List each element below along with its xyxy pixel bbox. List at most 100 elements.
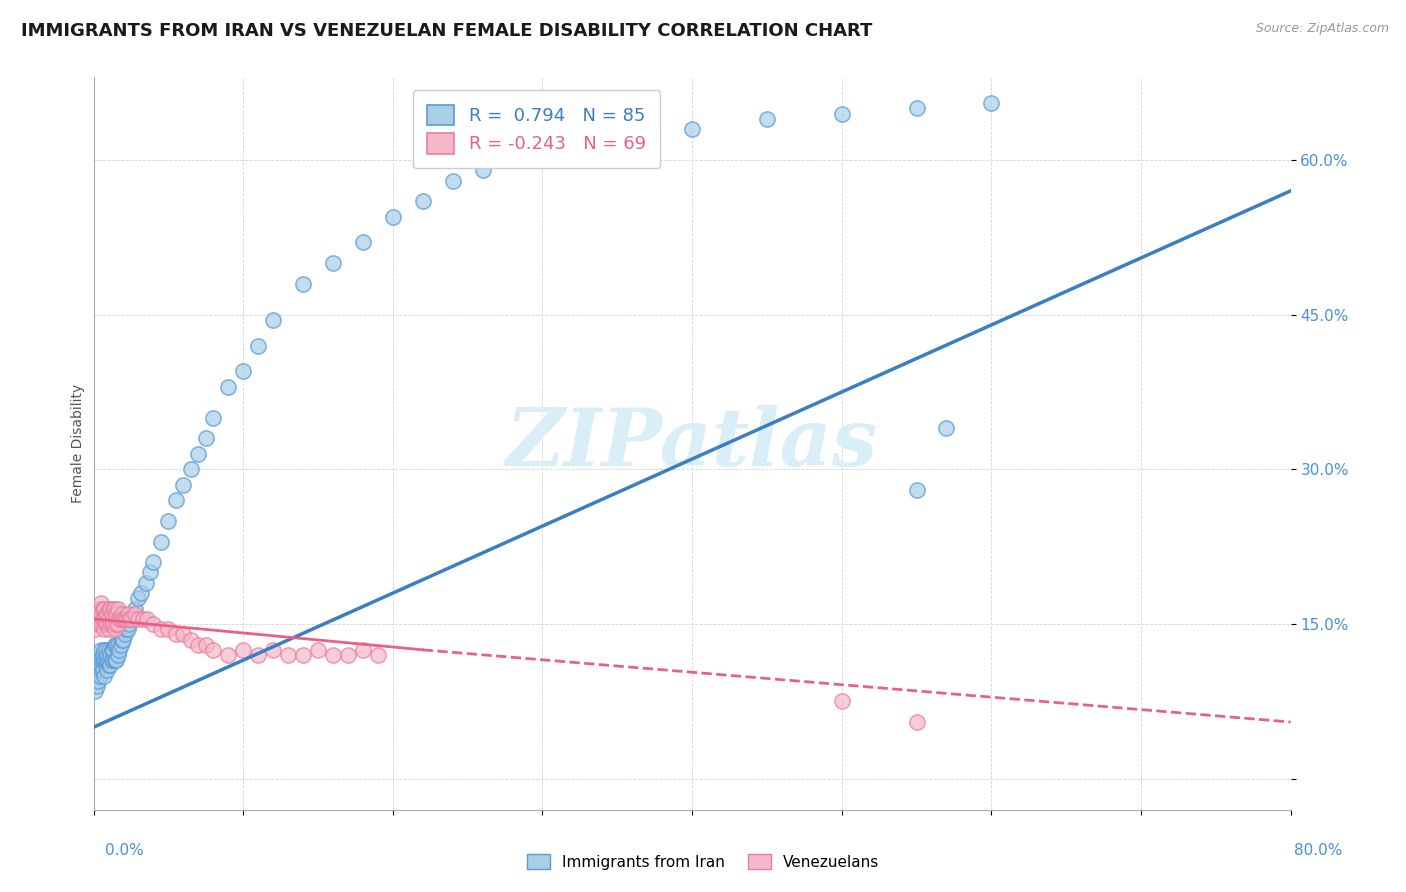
Point <box>217 648 239 662</box>
Point <box>90 607 112 621</box>
Point <box>94 607 117 621</box>
Point <box>118 617 141 632</box>
Point <box>139 566 162 580</box>
Point <box>117 607 139 621</box>
Point <box>105 607 128 621</box>
Point <box>381 210 404 224</box>
Point <box>97 653 120 667</box>
Point <box>307 643 329 657</box>
Point <box>84 622 107 636</box>
Point <box>108 612 131 626</box>
Point <box>831 106 853 120</box>
Point <box>90 617 112 632</box>
Point <box>471 163 494 178</box>
Point <box>115 622 138 636</box>
Point <box>172 478 194 492</box>
Point <box>352 643 374 657</box>
Y-axis label: Female Disability: Female Disability <box>72 384 86 503</box>
Point <box>111 607 134 621</box>
Point <box>180 462 202 476</box>
Point <box>124 601 146 615</box>
Point <box>97 622 120 636</box>
Point <box>103 601 125 615</box>
Point <box>187 447 209 461</box>
Point <box>91 653 114 667</box>
Point <box>96 664 118 678</box>
Point <box>97 601 120 615</box>
Point <box>262 313 284 327</box>
Point <box>96 653 118 667</box>
Point <box>905 714 928 729</box>
Point <box>90 664 112 678</box>
Point <box>94 643 117 657</box>
Point <box>131 586 153 600</box>
Point <box>149 622 172 636</box>
Point <box>322 256 344 270</box>
Point <box>114 627 136 641</box>
Point <box>127 591 149 606</box>
Point <box>101 643 124 657</box>
Point <box>135 575 157 590</box>
Point <box>194 431 217 445</box>
Point <box>217 380 239 394</box>
Point <box>93 653 115 667</box>
Point <box>120 612 142 626</box>
Point <box>118 612 141 626</box>
Point <box>98 617 121 632</box>
Point <box>89 648 111 662</box>
Point <box>157 622 180 636</box>
Point <box>91 612 114 626</box>
Point <box>105 617 128 632</box>
Point <box>107 617 129 632</box>
Legend: R =  0.794   N = 85, R = -0.243   N = 69: R = 0.794 N = 85, R = -0.243 N = 69 <box>413 90 661 168</box>
Point <box>202 410 225 425</box>
Point <box>98 658 121 673</box>
Point <box>142 617 165 632</box>
Point <box>103 653 125 667</box>
Point <box>367 648 389 662</box>
Point <box>111 632 134 647</box>
Point <box>87 673 110 688</box>
Point <box>89 612 111 626</box>
Point <box>165 627 187 641</box>
Point <box>87 664 110 678</box>
Point <box>100 653 122 667</box>
Point <box>103 638 125 652</box>
Point <box>180 632 202 647</box>
Point <box>84 684 107 698</box>
Point <box>172 627 194 641</box>
Point <box>115 612 138 626</box>
Point <box>114 612 136 626</box>
Point <box>157 514 180 528</box>
Point <box>120 612 142 626</box>
Point <box>101 653 124 667</box>
Point <box>90 643 112 657</box>
Point <box>531 143 554 157</box>
Point <box>831 694 853 708</box>
Point <box>86 668 108 682</box>
Point <box>101 617 124 632</box>
Point <box>90 658 112 673</box>
Point <box>905 102 928 116</box>
Point <box>606 132 628 146</box>
Point <box>87 658 110 673</box>
Point <box>187 638 209 652</box>
Point <box>93 601 115 615</box>
Point <box>107 601 129 615</box>
Point <box>412 194 434 209</box>
Point <box>91 648 114 662</box>
Point <box>247 648 270 662</box>
Point <box>112 612 135 626</box>
Point <box>89 668 111 682</box>
Point <box>94 658 117 673</box>
Point <box>97 643 120 657</box>
Point <box>97 658 120 673</box>
Point <box>101 601 124 615</box>
Point <box>86 679 108 693</box>
Point <box>107 648 129 662</box>
Point <box>149 534 172 549</box>
Point <box>107 638 129 652</box>
Point <box>93 612 115 626</box>
Point <box>91 601 114 615</box>
Point <box>90 596 112 610</box>
